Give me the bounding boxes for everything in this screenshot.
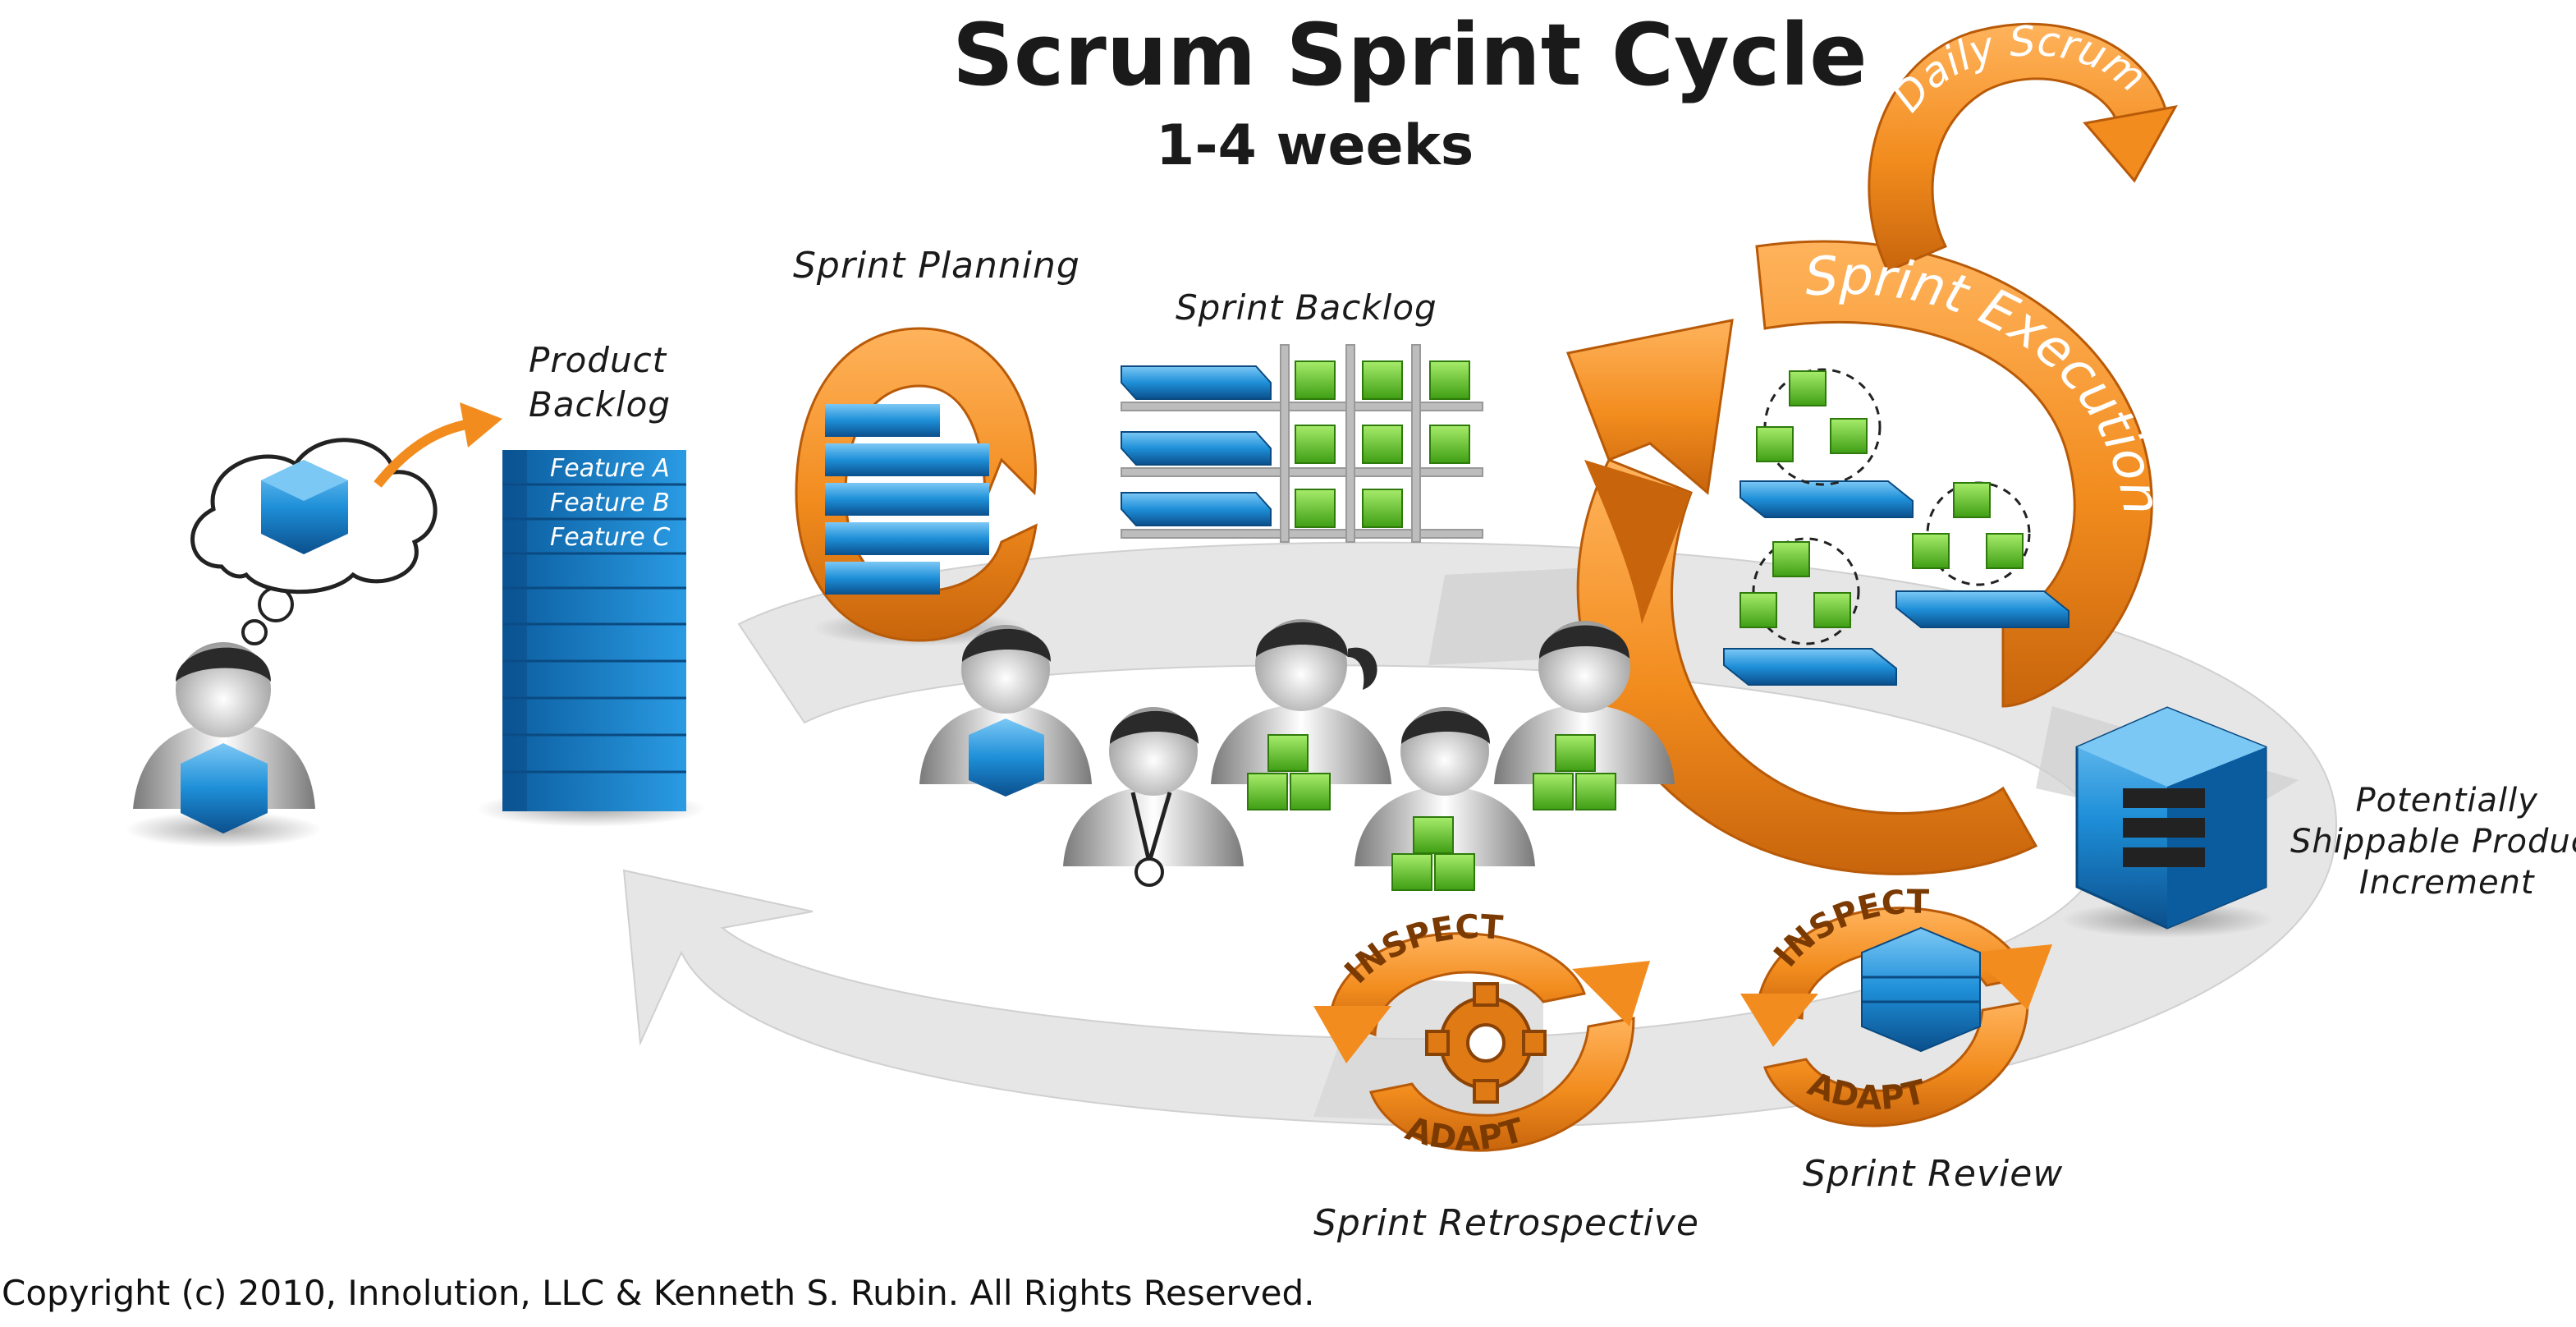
- increment-label-line1: Potentially: [2355, 782, 2538, 820]
- increment-label-line2: Shippable Product: [2290, 823, 2576, 861]
- increment-cube: [2060, 706, 2274, 938]
- sprint-planning-graphic: [795, 327, 1038, 646]
- sprint-execution-label: Sprint Execution: [1804, 246, 2172, 519]
- team-member: [919, 625, 1092, 797]
- gear-icon: [1425, 982, 1547, 1104]
- thought-cloud: [190, 402, 502, 645]
- sprint-review-cycle: [1740, 907, 2052, 1127]
- sprint-review-label: Sprint Review: [1803, 1153, 2064, 1195]
- team-member: [1354, 707, 1535, 891]
- feature-c-label: Feature C: [550, 523, 670, 552]
- sprint-planning-label: Sprint Planning: [793, 245, 1080, 287]
- feature-b-label: Feature B: [550, 489, 670, 517]
- sprint-backlog-grid: [1121, 344, 1483, 543]
- scrum-master: [1063, 707, 1244, 887]
- sprint-retrospective-label: Sprint Retrospective: [1313, 1202, 1699, 1244]
- sprint-retrospective-cycle: [1313, 932, 1650, 1152]
- team-member: [1211, 619, 1391, 810]
- product-backlog-label-line1: Product: [529, 340, 667, 380]
- daily-scrum-loop: [1868, 22, 2178, 273]
- copyright-notice: Copyright (c) 2010, Innolution, LLC & Ke…: [2, 1273, 1315, 1313]
- sprint-execution-arrow: [1565, 240, 2153, 875]
- diagram-title: Scrum Sprint Cycle: [952, 5, 1868, 105]
- scrum-team: [919, 619, 1675, 891]
- execution-work-items: [1723, 368, 2070, 686]
- increment-label-line3: Increment: [2358, 864, 2535, 902]
- feature-a-label: Feature A: [550, 454, 670, 483]
- team-member: [1494, 621, 1675, 810]
- product-backlog-stack: [476, 450, 706, 827]
- product-backlog-label-line2: Backlog: [529, 384, 671, 425]
- sprint-backlog-label: Sprint Backlog: [1176, 287, 1437, 328]
- diagram-subtitle: 1-4 weeks: [1156, 113, 1474, 178]
- product-backlog-label: Product Backlog: [529, 338, 671, 427]
- product-owner: [125, 642, 322, 847]
- increment-label: Potentially Shippable Product Increment: [2290, 780, 2576, 903]
